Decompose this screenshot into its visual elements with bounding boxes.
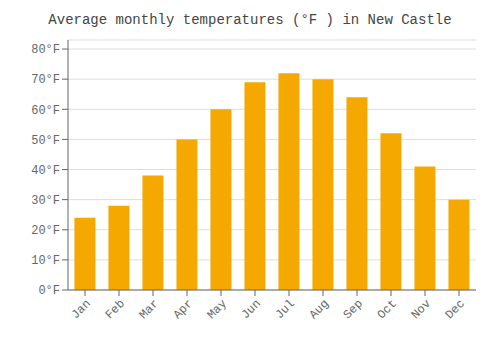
svg-text:Feb: Feb (103, 297, 128, 322)
svg-text:80°F: 80°F (31, 43, 60, 57)
svg-text:Oct: Oct (375, 297, 400, 322)
svg-text:60°F: 60°F (31, 104, 60, 118)
svg-text:30°F: 30°F (31, 194, 60, 208)
svg-text:Aug: Aug (307, 297, 332, 322)
svg-text:10°F: 10°F (31, 254, 60, 268)
svg-text:Mar: Mar (137, 297, 162, 322)
svg-text:40°F: 40°F (31, 164, 60, 178)
svg-text:May: May (205, 297, 230, 322)
svg-text:0°F: 0°F (38, 284, 60, 298)
svg-text:Nov: Nov (409, 297, 434, 322)
svg-text:70°F: 70°F (31, 73, 60, 87)
svg-text:Jun: Jun (239, 297, 264, 322)
svg-text:Sep: Sep (341, 297, 366, 322)
svg-text:Jul: Jul (273, 297, 298, 322)
svg-text:Apr: Apr (171, 297, 196, 322)
svg-text:20°F: 20°F (31, 224, 60, 238)
svg-text:Jan: Jan (69, 297, 94, 322)
svg-text:Dec: Dec (443, 297, 468, 322)
html-text:Average monthly temperatures (: Average monthly temperatures (°F ) in Ne… (48, 12, 452, 28)
svg-text:50°F: 50°F (31, 134, 60, 148)
